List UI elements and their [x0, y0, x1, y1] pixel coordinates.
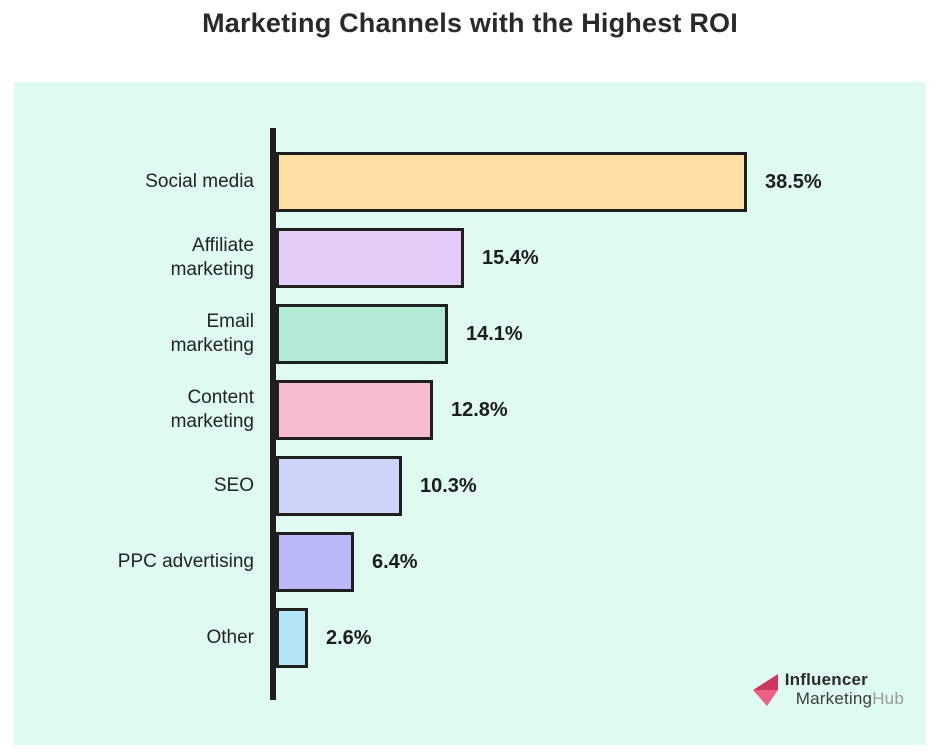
chart-row-email-marketing: Email marketing 14.1% [14, 304, 926, 364]
logo-text-marketing: Marketing [795, 689, 873, 708]
category-label-seo: SEO [213, 475, 254, 496]
value-label-ppc-advertising: 6.4% [372, 550, 418, 573]
chart-row-seo: SEO 10.3% [14, 456, 926, 516]
chart-row-other: Other 2.6% [14, 608, 926, 668]
category-label-other: Other [206, 627, 254, 648]
value-label-seo: 10.3% [420, 474, 477, 497]
chart-row-social-media: Social media 38.5% [14, 152, 926, 212]
bar-rows: Social media 38.5% Affiliate marketing 15.4%… [14, 128, 926, 668]
bar-content-marketing [276, 380, 433, 440]
chart-row-ppc-advertising: PPC advertising 6.4% [14, 532, 926, 592]
category-label-content-marketing: Content marketing [170, 387, 254, 432]
logo-arrow-icon [752, 674, 778, 706]
bar-ppc-advertising [276, 532, 354, 592]
bar-chart: Social media 38.5% Affiliate marketing 15.4%… [14, 128, 926, 700]
logo-text: Influencer MarketingHub [785, 671, 904, 707]
value-label-affiliate-marketing: 15.4% [482, 246, 539, 269]
value-label-content-marketing: 12.8% [451, 398, 508, 421]
category-label-social-media: Social media [145, 171, 254, 192]
bar-social-media [276, 152, 747, 212]
value-label-other: 2.6% [326, 626, 372, 649]
chart-title: Marketing Channels with the Highest ROI [202, 8, 738, 38]
bar-other [276, 608, 308, 668]
influencer-marketinghub-logo: Influencer MarketingHub [751, 671, 904, 707]
logo-text-marketinghub: MarketingHub [796, 690, 904, 707]
chart-row-content-marketing: Content marketing 12.8% [14, 380, 926, 440]
category-label-affiliate-marketing: Affiliate marketing [170, 235, 254, 280]
bar-email-marketing [276, 304, 448, 364]
y-axis-line [270, 128, 276, 700]
chart-panel: Social media 38.5% Affiliate marketing 15.4%… [14, 82, 926, 745]
bar-seo [276, 456, 402, 516]
category-label-email-marketing: Email marketing [170, 311, 254, 356]
category-label-ppc-advertising: PPC advertising [117, 551, 254, 572]
value-label-social-media: 38.5% [765, 170, 822, 193]
chart-row-affiliate-marketing: Affiliate marketing 15.4% [14, 228, 926, 288]
logo-text-influencer: Influencer [784, 670, 868, 689]
value-label-email-marketing: 14.1% [466, 322, 523, 345]
logo-text-hub: Hub [872, 689, 904, 708]
bar-affiliate-marketing [276, 228, 464, 288]
